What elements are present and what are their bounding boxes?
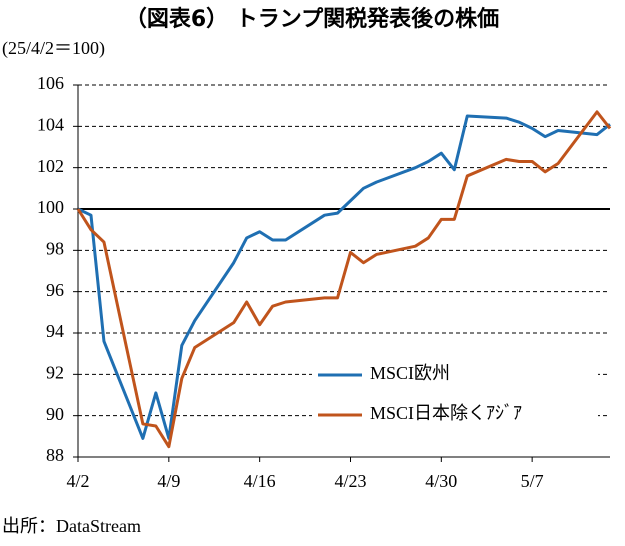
legend-label: MSCI欧州 (370, 363, 450, 383)
y-tick-label: 100 (37, 197, 64, 217)
y-tick-label: 98 (46, 238, 64, 258)
series-line (76, 110, 612, 449)
y-tick-label: 88 (46, 445, 64, 465)
y-tick-label: 102 (37, 156, 64, 176)
legend-box (312, 360, 598, 438)
x-tick-label: 4/23 (334, 471, 366, 491)
y-tick-label: 92 (46, 362, 64, 382)
source-note: 出所：DataStream (2, 516, 141, 536)
x-tick-label: 5/7 (521, 471, 544, 491)
y-tick-label: 90 (46, 404, 64, 424)
x-tick-label: 4/30 (425, 471, 457, 491)
y-tick-label: 104 (37, 114, 64, 134)
y-tick-label: 94 (46, 321, 64, 341)
y-tick-label: 96 (46, 280, 64, 300)
series-line (77, 114, 611, 440)
y-axis-label: (25/4/2＝100) (2, 38, 105, 59)
x-tick-label: 4/9 (157, 471, 180, 491)
legend-label: MSCI日本除くｱｼﾞｱ (370, 403, 522, 423)
x-tick-label: 4/16 (244, 471, 276, 491)
y-tick-label: 106 (37, 73, 64, 93)
x-tick-label: 4/2 (66, 471, 89, 491)
chart-title: （図表6） トランプ関税発表後の株価 (125, 6, 499, 32)
